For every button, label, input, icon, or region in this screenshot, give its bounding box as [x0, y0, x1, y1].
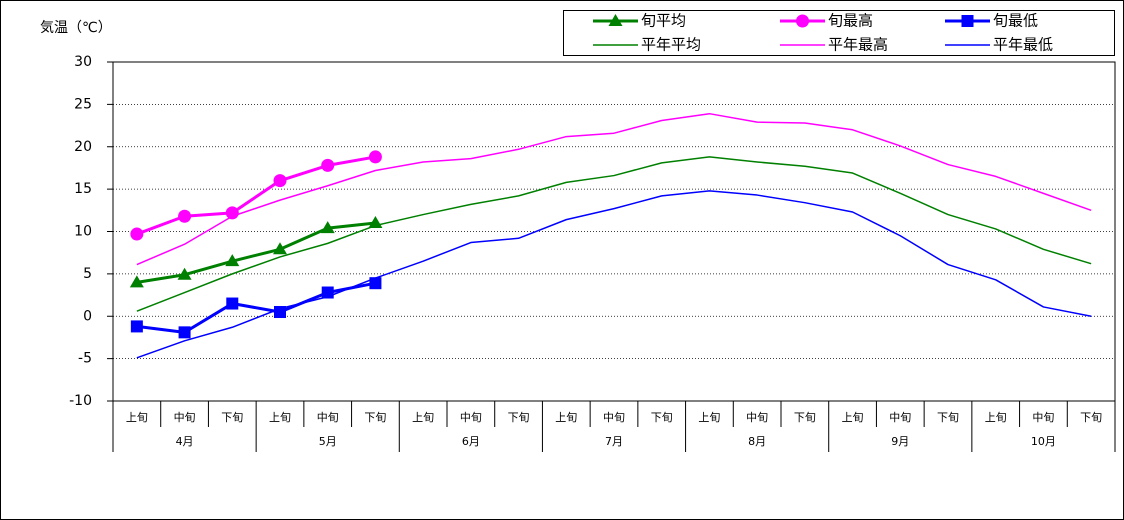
x-tick-label: 上旬 — [269, 411, 291, 424]
legend-label: 旬最低 — [993, 12, 1038, 30]
data-point — [178, 326, 191, 339]
series-line — [136, 112, 1092, 266]
y-tick-label: -5 — [78, 351, 92, 367]
legend — [563, 10, 1115, 56]
x-tick-label: 下旬 — [794, 411, 816, 424]
data-point — [178, 209, 192, 223]
x-tick-label: 上旬 — [842, 411, 864, 424]
data-point — [369, 277, 382, 290]
plot-area — [112, 61, 1116, 402]
data-point — [273, 174, 287, 188]
x-tick-label: 中旬 — [889, 411, 911, 424]
legend-marker — [796, 14, 809, 28]
y-axis-label: 気温（℃） — [40, 20, 112, 36]
x-tick-label: 中旬 — [1032, 411, 1054, 424]
x-tick-label: 上旬 — [698, 411, 720, 424]
y-tick-label: 15 — [74, 181, 92, 197]
data-point — [226, 297, 239, 310]
x-tick-label: 上旬 — [985, 411, 1007, 424]
month-label: 9月 — [891, 435, 909, 448]
series-line — [136, 155, 376, 236]
x-tick-label: 上旬 — [412, 411, 434, 424]
y-tick-label: 20 — [74, 139, 92, 155]
data-point — [274, 306, 286, 319]
x-tick-label: 中旬 — [460, 411, 482, 424]
x-tick-label: 下旬 — [508, 411, 530, 424]
legend-label: 旬最高 — [828, 12, 873, 30]
legend-label: 旬平均 — [641, 12, 686, 30]
data-point — [225, 254, 240, 267]
data-point — [273, 242, 287, 255]
y-tick-label: 30 — [74, 54, 92, 70]
x-tick-label: 中旬 — [603, 411, 625, 424]
month-label: 7月 — [605, 435, 623, 448]
legend-label: 平年平均 — [641, 36, 701, 54]
x-tick-label: 中旬 — [174, 411, 196, 424]
y-tick-label: 25 — [74, 96, 92, 112]
data-point — [177, 267, 192, 280]
x-tick-label: 下旬 — [221, 411, 243, 424]
data-point — [129, 275, 144, 288]
y-tick-label: 10 — [74, 224, 92, 240]
legend-label: 平年最低 — [993, 36, 1053, 54]
data-point — [225, 206, 239, 220]
x-tick-label: 下旬 — [1080, 411, 1102, 424]
y-tick-label: 5 — [83, 266, 92, 282]
x-tick-label: 上旬 — [555, 411, 577, 424]
x-tick-label: 下旬 — [651, 411, 673, 424]
x-tick-label: 下旬 — [364, 411, 386, 424]
series-line — [136, 281, 376, 334]
x-tick-label: 上旬 — [126, 411, 148, 424]
series-line — [136, 221, 376, 284]
legend-label: 平年最高 — [828, 36, 888, 54]
month-label: 8月 — [748, 435, 766, 448]
x-tick-label: 下旬 — [937, 411, 959, 424]
legend-marker — [608, 14, 623, 26]
data-point — [130, 227, 144, 241]
data-point — [321, 286, 334, 299]
series-line — [136, 156, 1092, 312]
month-label: 4月 — [176, 435, 194, 448]
x-tick-label: 中旬 — [317, 411, 339, 424]
month-label: 5月 — [319, 435, 337, 448]
y-tick-label: -10 — [69, 393, 92, 409]
data-point — [130, 320, 143, 333]
data-point — [321, 158, 335, 172]
data-point — [320, 221, 335, 234]
data-point — [368, 150, 382, 164]
x-tick-label: 中旬 — [746, 411, 768, 424]
y-tick-label: 0 — [83, 308, 92, 324]
month-label: 6月 — [462, 435, 480, 448]
data-point — [368, 216, 383, 229]
legend-marker — [961, 15, 974, 27]
month-label: 10月 — [1031, 435, 1056, 448]
